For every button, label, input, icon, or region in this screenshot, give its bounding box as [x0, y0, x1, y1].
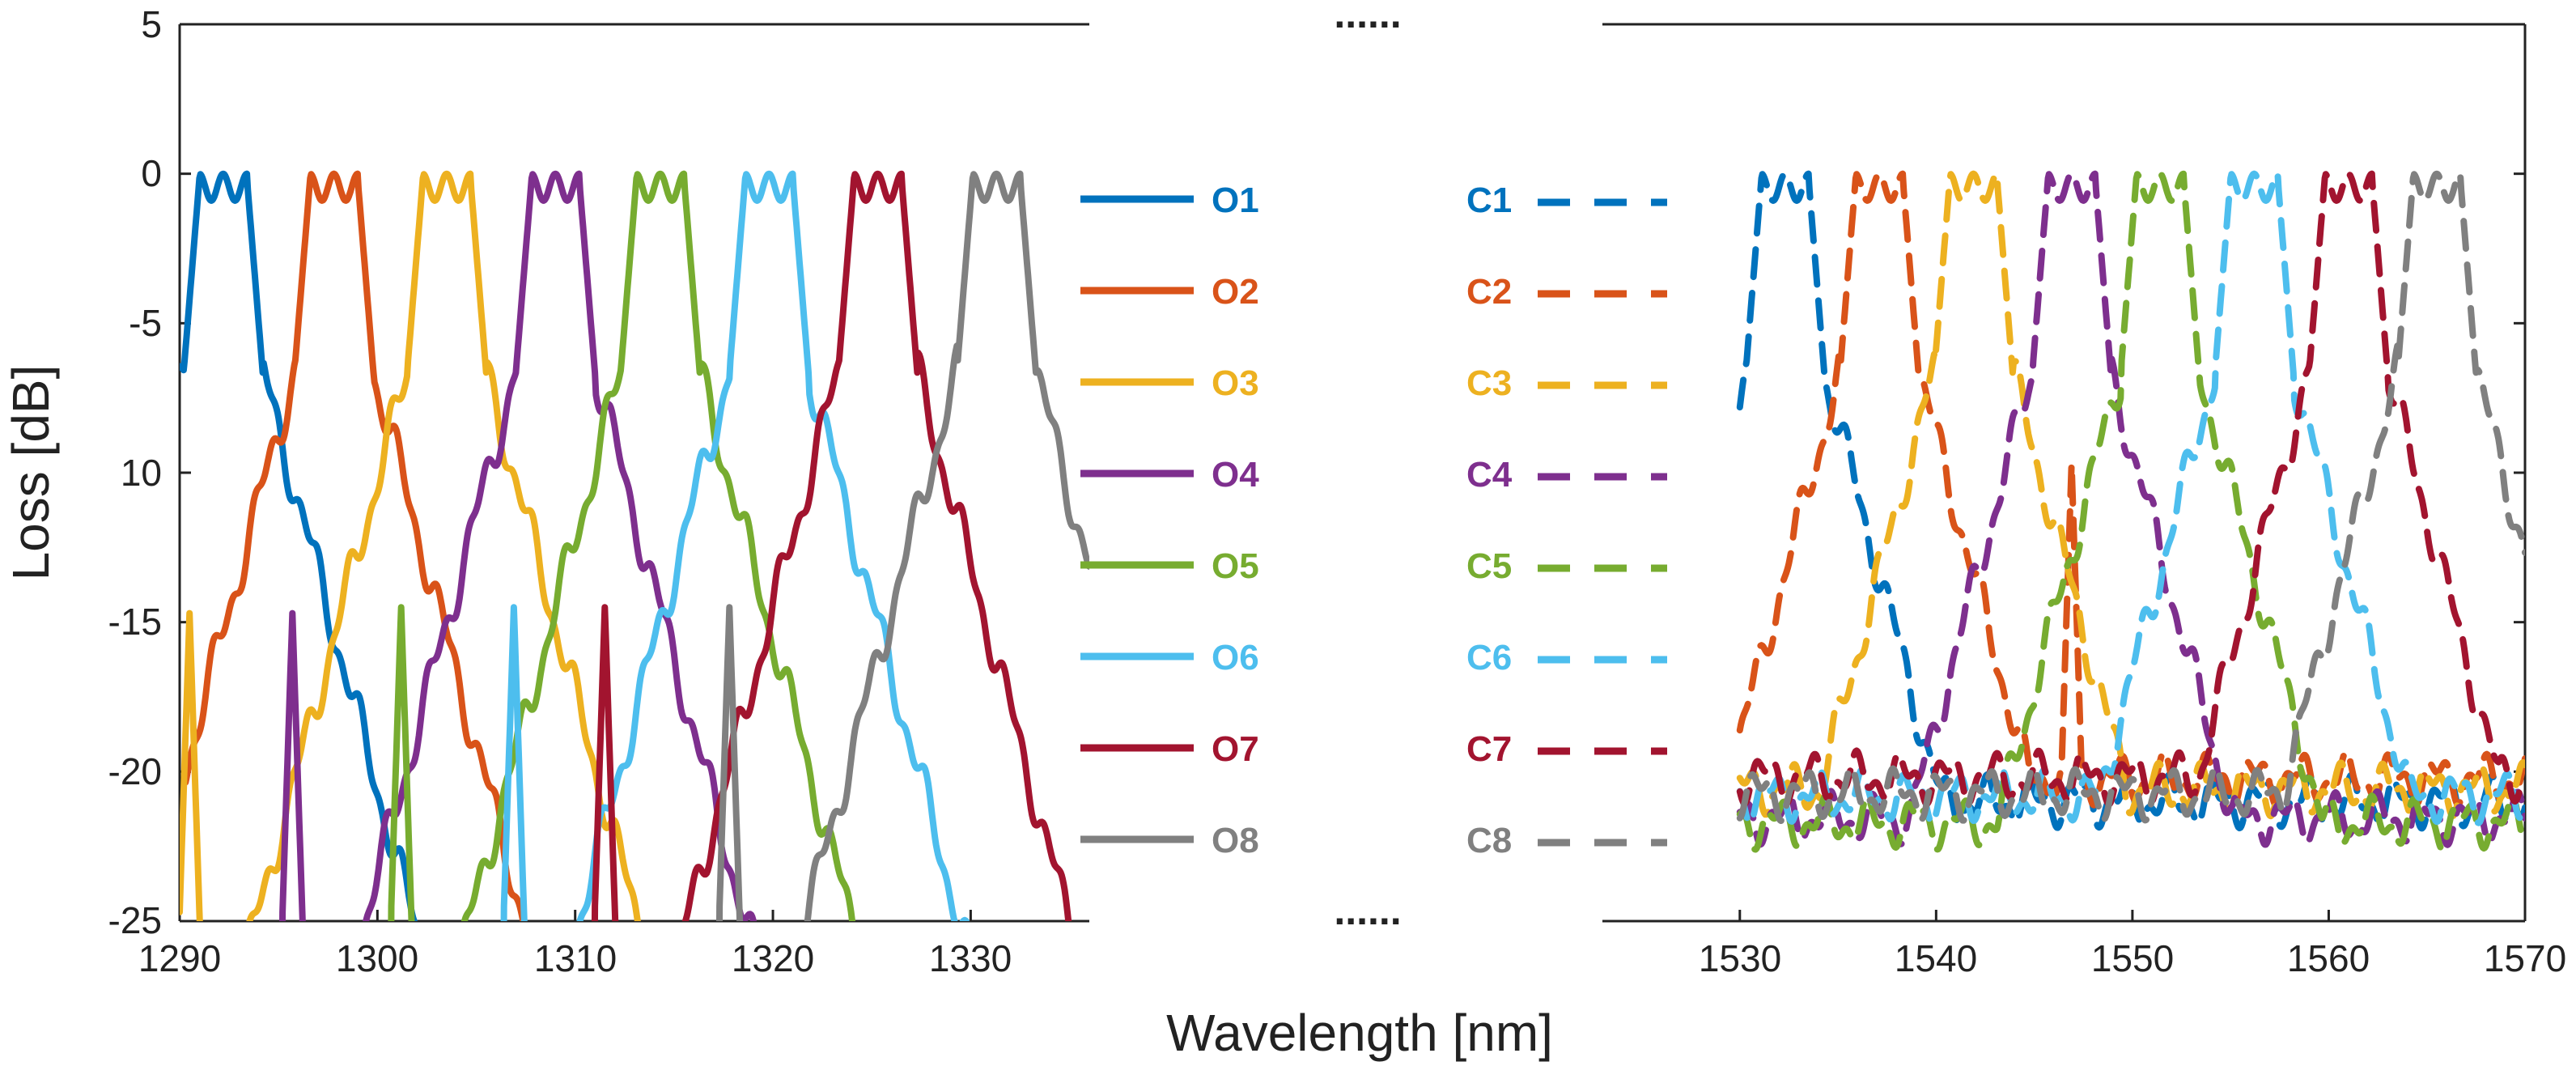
series-line-o8: [715, 170, 1089, 921]
series-group-c-band: [1736, 170, 2525, 853]
x-tick-label: 1560: [2287, 937, 2370, 979]
legend-label-o1: O1: [1212, 180, 1259, 220]
series-line-o7: [591, 170, 1072, 921]
x-axis-label: Wavelength [nm]: [1166, 1004, 1553, 1062]
legend-label-c4: C4: [1466, 455, 1513, 495]
legend-label-c7: C7: [1466, 729, 1512, 769]
legend-label-c5: C5: [1466, 546, 1512, 586]
legend-label-c1: C1: [1466, 180, 1512, 220]
legend-label-o8: O8: [1212, 821, 1259, 860]
legend-label-o7: O7: [1212, 729, 1259, 769]
x-tick-label: 1550: [2091, 937, 2174, 979]
x-tick-label: 1540: [1895, 937, 1977, 979]
y-tick-label: -25: [108, 899, 162, 941]
x-tick-label: 1530: [1699, 937, 1781, 979]
legend-label-c6: C6: [1466, 638, 1512, 677]
series-line-c8: [1736, 170, 2525, 824]
panel-c-band: [1602, 23, 2527, 923]
legend-label-o6: O6: [1212, 638, 1259, 677]
y-tick-label: -20: [108, 750, 162, 792]
y-tick-label: 5: [141, 3, 162, 45]
y-tick-label: 0: [141, 152, 162, 194]
series-line-o5: [388, 170, 856, 921]
y-tick-labels: 5 0 -5 10 -15 -20 -25: [108, 3, 162, 941]
legend-o-band: O1 O2 O3 O4 O5 O6 O7 O8: [1080, 180, 1259, 860]
gap-marker-bottom: ......: [1334, 888, 1401, 933]
y-tick-label: -15: [108, 601, 162, 643]
legend-label-c8: C8: [1466, 821, 1512, 860]
legend-label-o4: O4: [1212, 455, 1259, 495]
gap-marker-top: ......: [1334, 0, 1401, 36]
x-tick-label: 1290: [138, 937, 221, 979]
y-tick-label: -5: [129, 302, 162, 344]
series-line-c2: [1736, 170, 2525, 809]
series-line-c7: [1736, 170, 2525, 808]
y-tick-label: 10: [121, 452, 162, 494]
legend-label-c2: C2: [1466, 272, 1512, 312]
x-tick-labels-right: 1530 1540 1550 1560 1570: [1699, 937, 2566, 979]
series-line-c3: [1736, 170, 2525, 820]
legend-label-o5: O5: [1212, 546, 1259, 586]
y-axis-label: Loss [dB]: [2, 365, 60, 581]
x-tick-label: 1570: [2484, 937, 2566, 979]
legend-label-c3: C3: [1466, 363, 1512, 403]
x-tick-labels-left: 1290 1300 1310 1320 1330: [138, 937, 1012, 979]
x-tick-label: 1300: [336, 937, 418, 979]
series-line-o2: [182, 170, 527, 921]
legend-c-band: C1 C2 C3 C4 C5 C6 C7 C8: [1466, 180, 1667, 860]
x-tick-marks-left: [178, 910, 972, 921]
series-line-o1: [180, 170, 418, 921]
x-tick-marks-right: [1738, 910, 2527, 921]
series-line-c4: [1736, 170, 2525, 848]
panel-o-band: [178, 23, 1089, 923]
legend-label-o2: O2: [1212, 272, 1259, 312]
legend-label-o3: O3: [1212, 363, 1259, 403]
series-line-o4: [279, 170, 758, 921]
series-line-o3: [180, 170, 641, 921]
x-tick-label: 1330: [929, 937, 1012, 979]
x-tick-label: 1320: [732, 937, 814, 979]
series-group-o-band: [180, 170, 1089, 921]
x-tick-label: 1310: [534, 937, 617, 979]
